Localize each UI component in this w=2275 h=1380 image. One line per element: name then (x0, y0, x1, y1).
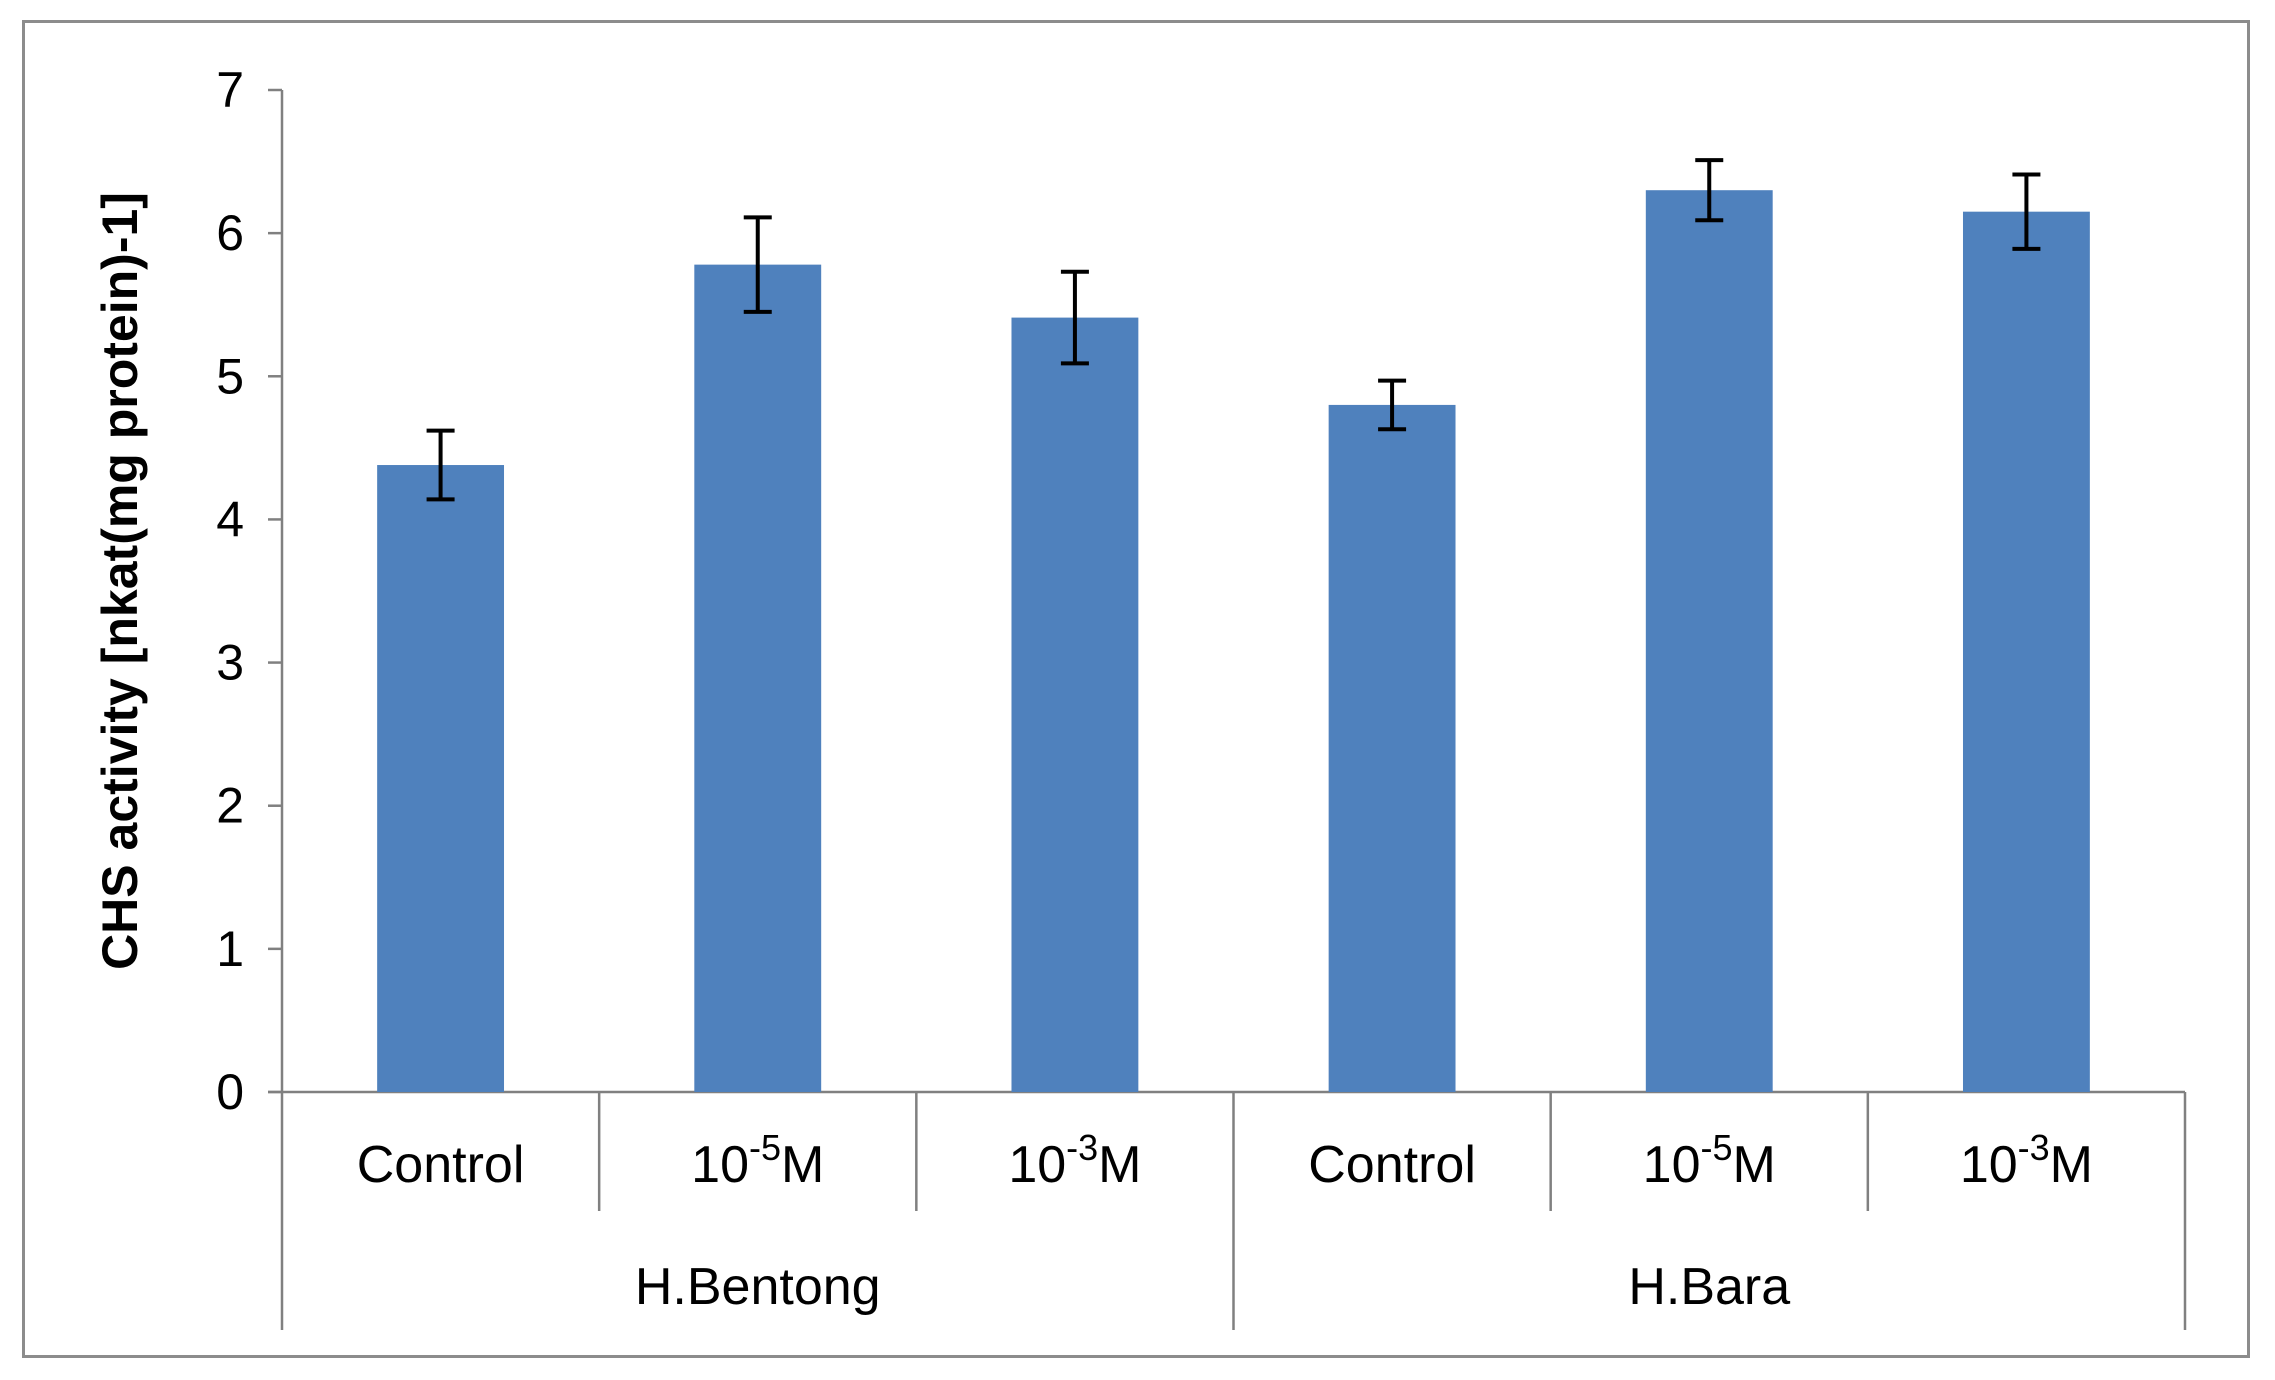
category-label: Control (1308, 1136, 1476, 1194)
error-bars (426, 158, 2041, 502)
category-label-base: 10 (1643, 1136, 1701, 1194)
category-label-unit: M (1733, 1136, 1776, 1194)
bar (1645, 190, 1773, 1092)
category-label-base: 10 (691, 1136, 749, 1194)
category-label-exponent: -5 (749, 1127, 781, 1168)
bar (694, 264, 822, 1092)
y-axis-title: CHS activity [nkat(mg protein)-1] (92, 192, 148, 970)
y-tick-label: 4 (216, 491, 244, 547)
category-label-base: 10 (1960, 1136, 2018, 1194)
y-tick-label: 6 (216, 205, 244, 261)
axes (268, 88, 2187, 1330)
bar (1011, 317, 1139, 1092)
y-tick-label: 1 (216, 921, 244, 977)
category-label: 10-5M (691, 1127, 824, 1194)
category-label-exponent: -3 (1066, 1127, 1098, 1168)
bar (1328, 404, 1456, 1092)
bar (377, 465, 505, 1092)
bar (1962, 211, 2090, 1092)
category-label: 10-3M (1008, 1127, 1141, 1194)
category-label: Control (357, 1136, 525, 1194)
bars (377, 190, 2090, 1092)
y-tick-label: 0 (216, 1064, 244, 1120)
category-label-base: Control (1308, 1136, 1476, 1194)
group-label: H.Bentong (635, 1258, 881, 1316)
chart-frame: 0 1 2 3 4 5 6 7 Control 10-5M 10-3M H.Bentong Contro… (22, 20, 2250, 1358)
category-label-base: Control (357, 1136, 525, 1194)
category-label: 10-5M (1643, 1127, 1776, 1194)
y-tick-label: 3 (216, 635, 244, 691)
y-tick-label: 7 (216, 62, 244, 118)
category-label-unit: M (2050, 1136, 2093, 1194)
y-tick-label: 2 (216, 778, 244, 834)
category-label-exponent: -5 (1701, 1127, 1733, 1168)
category-label-base: 10 (1008, 1136, 1066, 1194)
y-tick-label: 5 (216, 348, 244, 404)
category-label-unit: M (1098, 1136, 1141, 1194)
category-label: 10-3M (1960, 1127, 2093, 1194)
group-label: H.Bara (1628, 1258, 1790, 1316)
category-label-unit: M (781, 1136, 824, 1194)
category-label-exponent: -3 (2018, 1127, 2050, 1168)
